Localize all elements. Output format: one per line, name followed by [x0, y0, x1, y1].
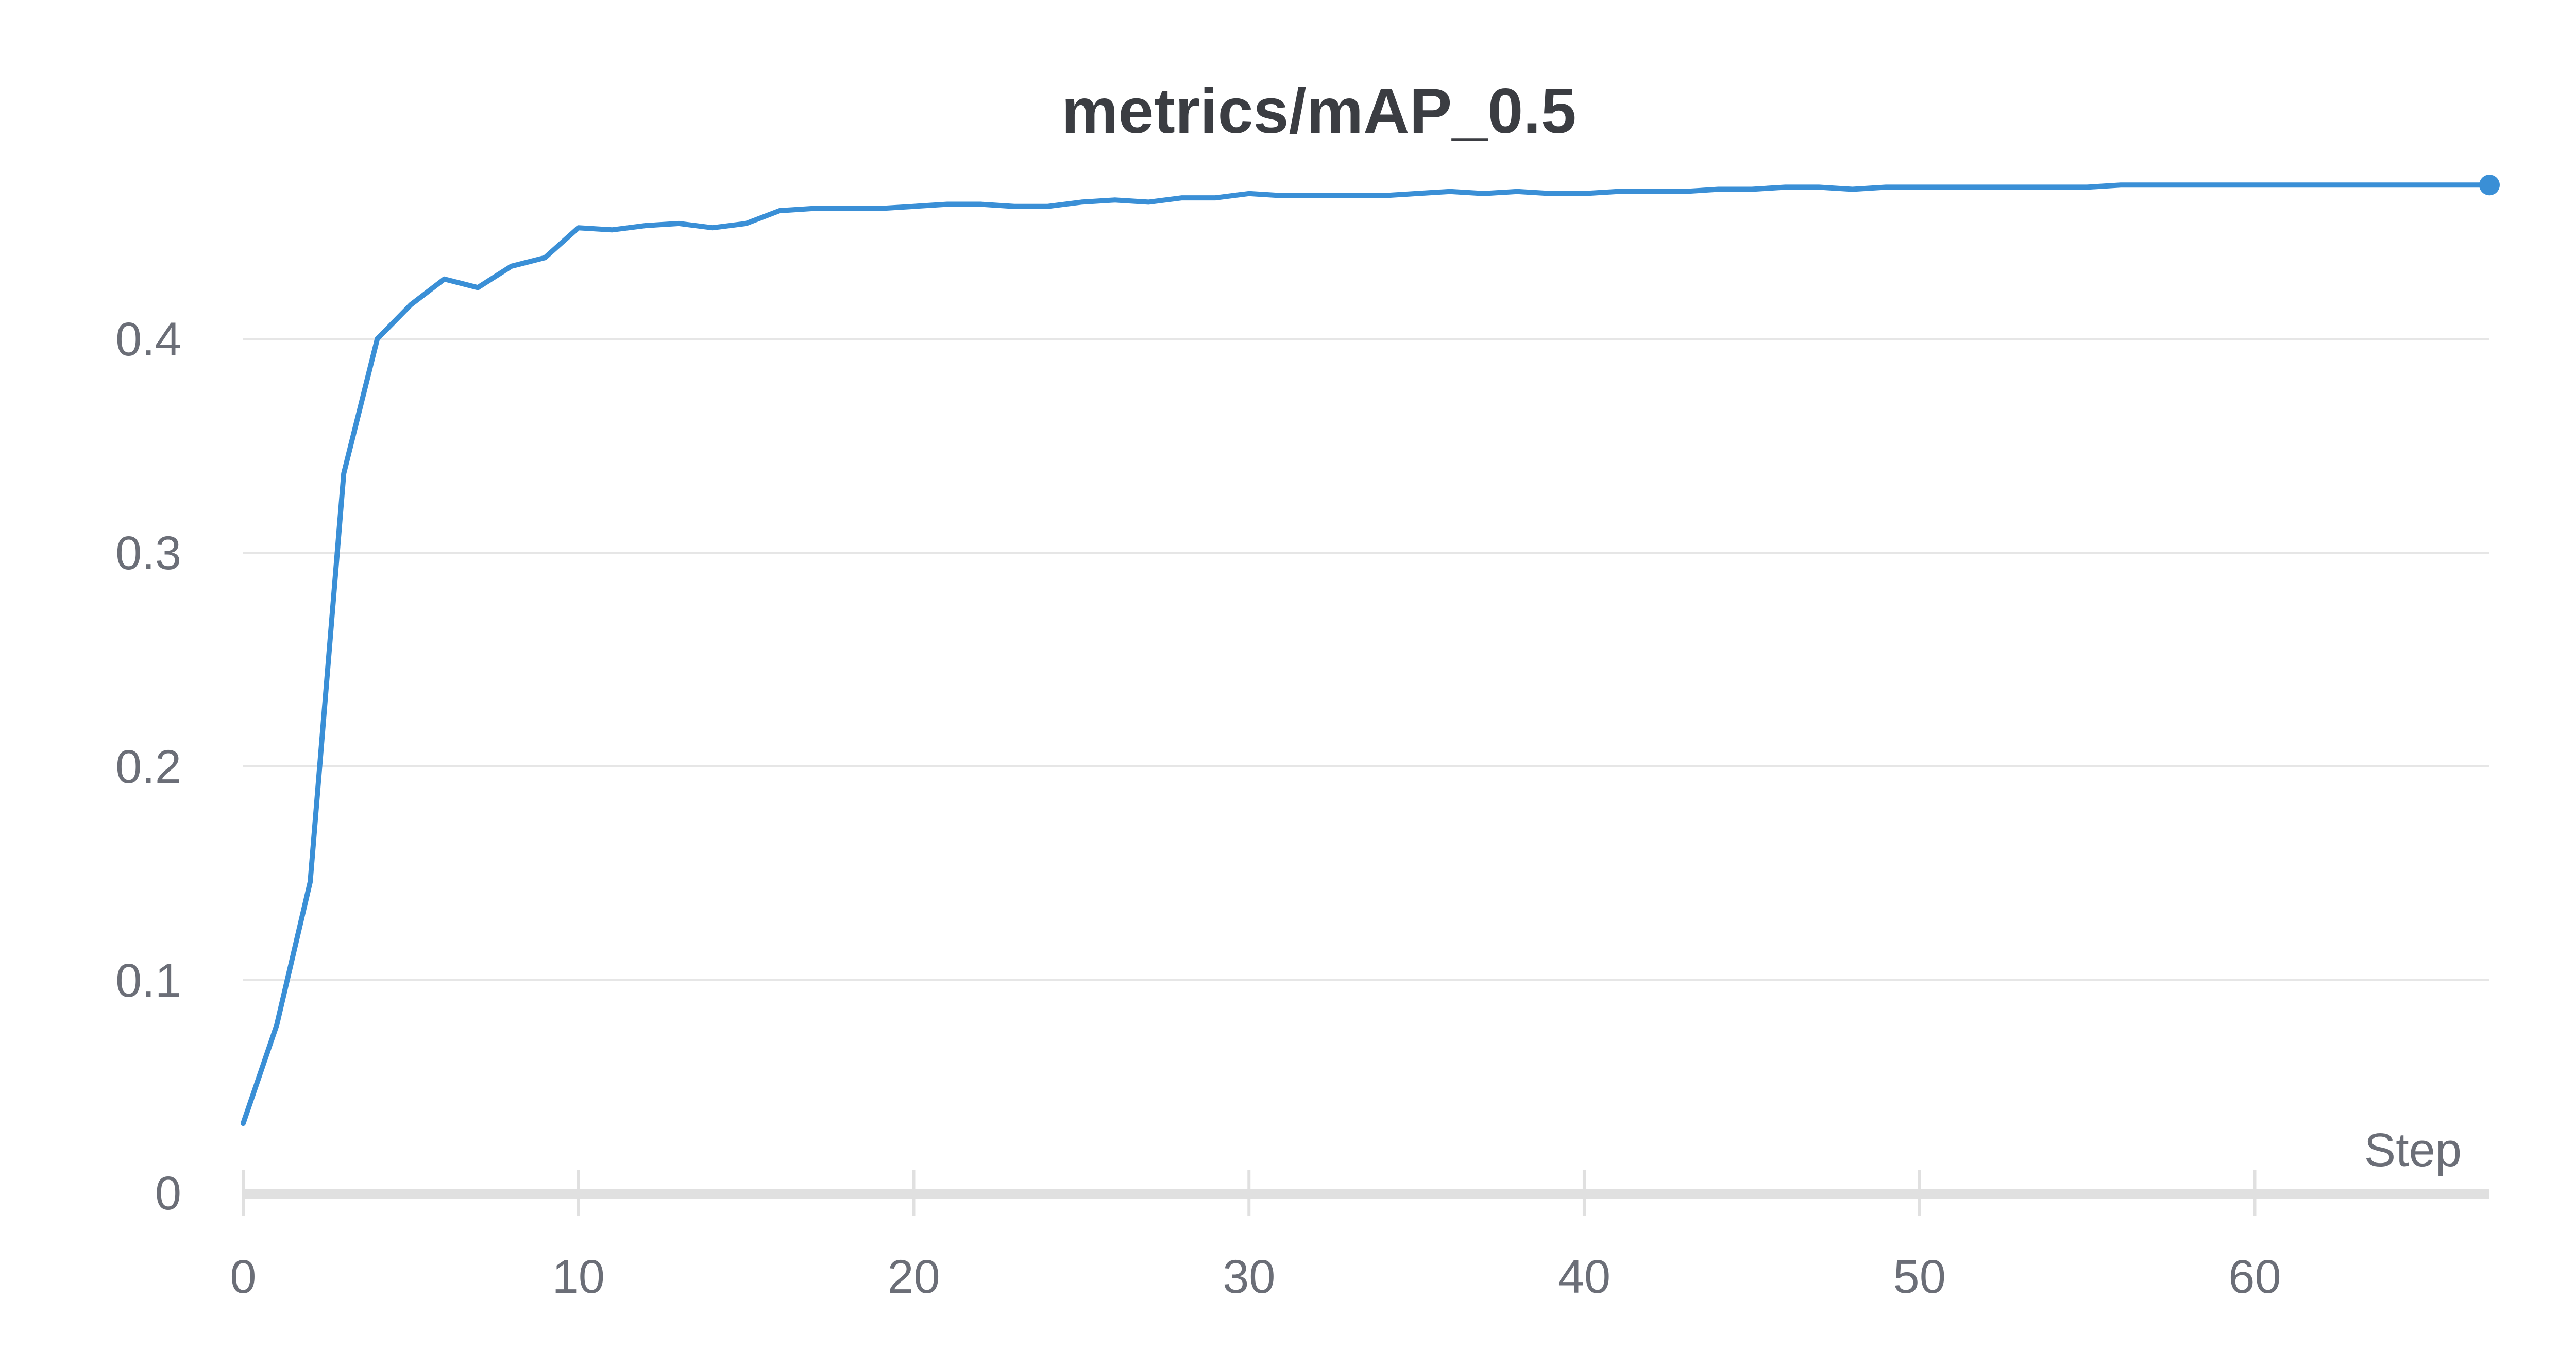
x-tick-label: 50 — [1893, 1251, 1946, 1303]
series-end-point[interactable] — [2479, 175, 2500, 196]
y-tick-label: 0.2 — [115, 741, 181, 793]
series-layer — [241, 175, 2500, 1126]
y-tick-label: 0.4 — [115, 313, 181, 366]
x-tick-label: 0 — [230, 1251, 256, 1303]
y-tick-label: 0.1 — [115, 954, 181, 1007]
x-tick-label: 60 — [2228, 1251, 2281, 1303]
x-axis-label: Step — [2364, 1124, 2462, 1176]
y-tick-label: 0 — [155, 1167, 181, 1220]
gridlines: 0 0.1 0.2 0.3 0.4 — [115, 313, 2489, 1220]
x-tick-label: 40 — [1558, 1251, 1611, 1303]
y-tick-label: 0.3 — [115, 527, 181, 579]
x-tick-label: 30 — [1223, 1251, 1275, 1303]
x-tick-label: 20 — [887, 1251, 940, 1303]
series-line — [241, 182, 2492, 1126]
x-tick-label: 10 — [552, 1251, 605, 1303]
chart-title: metrics/mAP_0.5 — [1061, 76, 1576, 147]
x-axis: 0 10 20 30 40 50 60 — [230, 1170, 2489, 1303]
chart-text: metrics/mAP_0.5 Step — [1061, 76, 2462, 1176]
